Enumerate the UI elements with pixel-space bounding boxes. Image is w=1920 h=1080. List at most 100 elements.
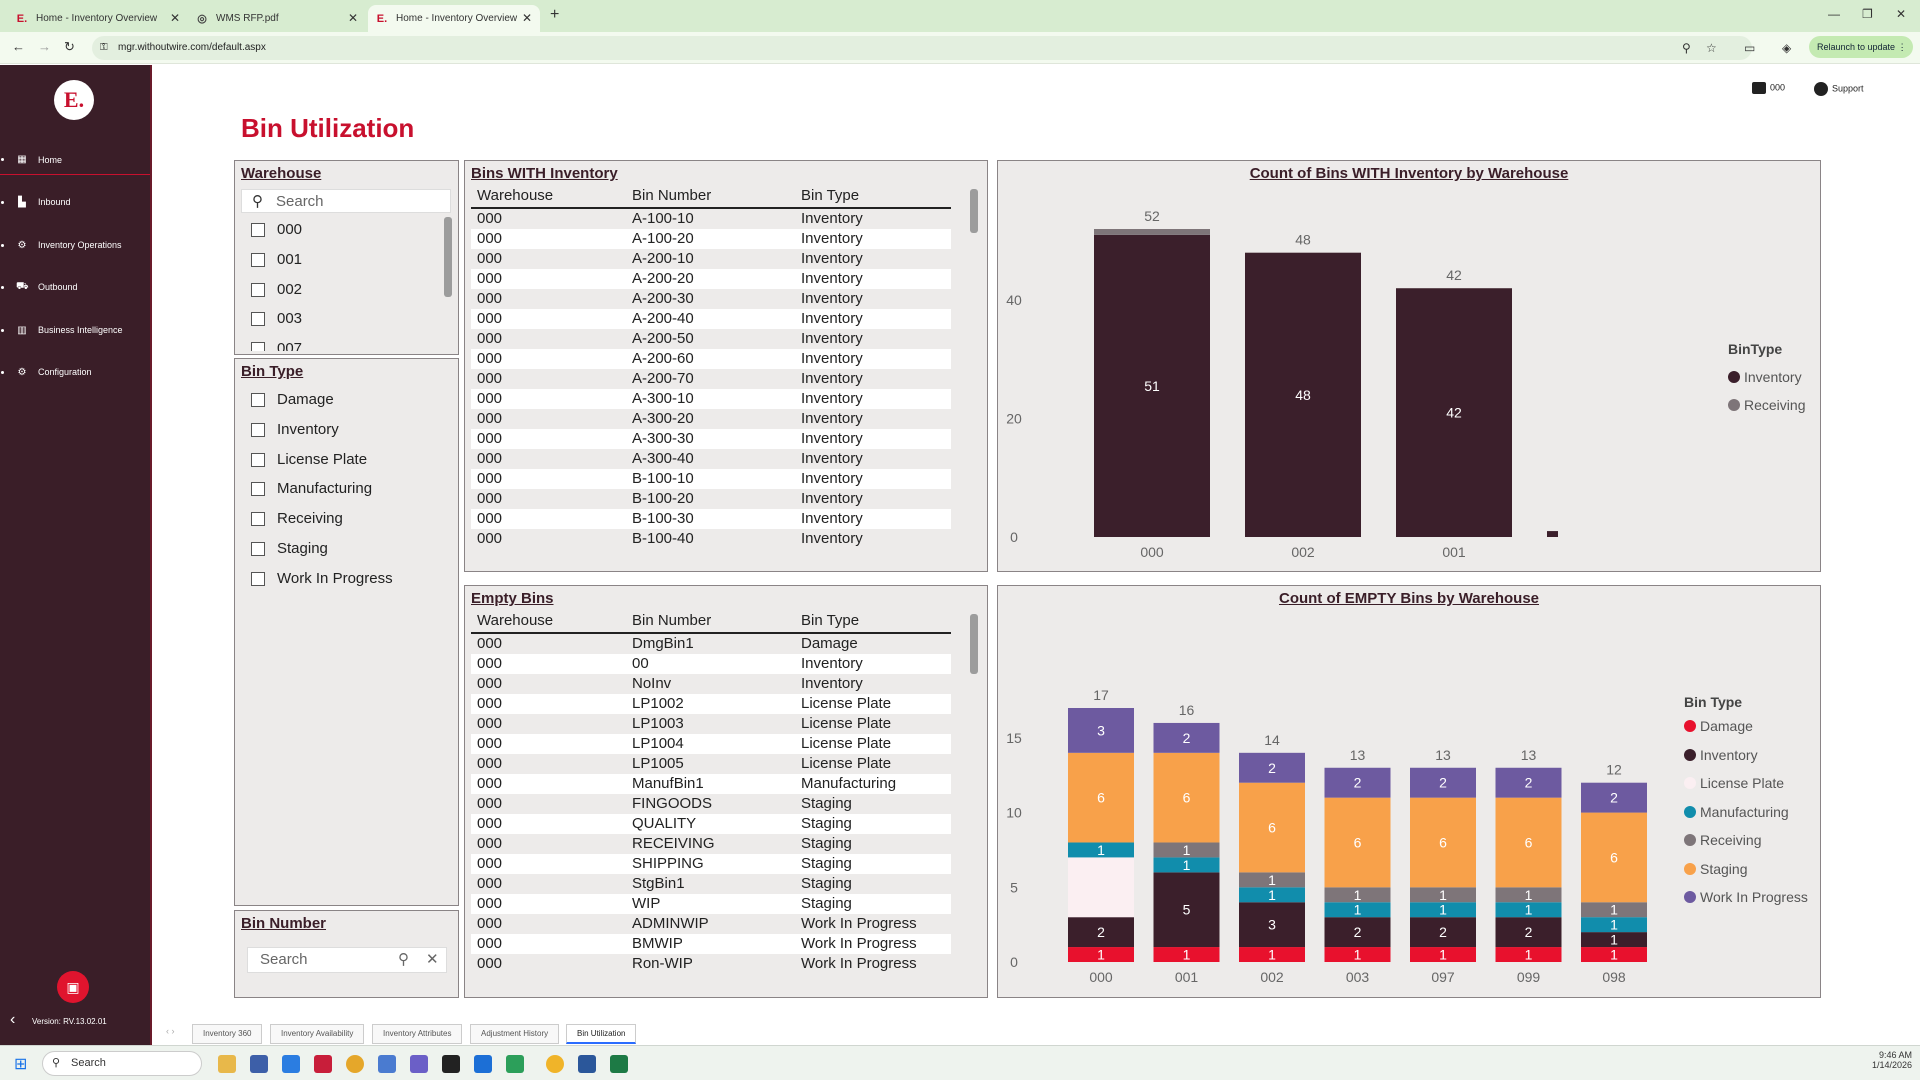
system-clock[interactable]: 9:46 AM 1/14/2026 (1862, 1050, 1912, 1070)
warehouse-search-input[interactable]: ⚲ Search (241, 189, 451, 213)
column-header-bin-number[interactable]: Bin Number (632, 612, 712, 629)
legend-item[interactable]: License Plate (1684, 769, 1808, 798)
bar-segment[interactable] (1410, 902, 1476, 918)
tab-bin-utilization[interactable]: Bin Utilization (566, 1024, 637, 1044)
legend-item[interactable]: Receiving (1684, 826, 1808, 855)
close-icon[interactable]: ✕ (347, 11, 358, 25)
close-icon[interactable]: ✕ (521, 11, 532, 25)
bar-segment[interactable] (1153, 842, 1220, 858)
table-row[interactable]: 000 ManufBin1 Manufacturing (471, 774, 951, 794)
column-header-warehouse[interactable]: Warehouse (477, 612, 554, 629)
bin-type-option[interactable]: Work In Progress (251, 570, 393, 587)
table-row[interactable]: 000 B-100-20 Inventory (471, 489, 951, 509)
teams-icon[interactable] (410, 1055, 428, 1073)
app-icon[interactable] (282, 1055, 300, 1073)
legend-item[interactable]: Manufacturing (1684, 798, 1808, 827)
table-row[interactable]: 000 LP1003 License Plate (471, 714, 951, 734)
table-row[interactable]: 000 QUALITY Staging (471, 814, 951, 834)
bin-type-option[interactable]: Staging (251, 540, 328, 557)
bar-segment[interactable] (1153, 722, 1220, 753)
bar-segment[interactable] (1410, 887, 1476, 903)
sidebar-item-configuration[interactable]: ⚙ Configuration (0, 357, 150, 387)
warehouse-option[interactable]: 007 (251, 340, 302, 351)
app-icon[interactable] (250, 1055, 268, 1073)
checkbox[interactable] (251, 571, 265, 586)
table-row[interactable]: 000 A-300-30 Inventory (471, 429, 951, 449)
sidebar-item-inbound[interactable]: ▙ Inbound (0, 187, 150, 217)
bin-type-option[interactable]: Inventory (251, 421, 339, 438)
bar-segment[interactable] (1581, 812, 1647, 903)
checkbox[interactable] (251, 511, 265, 526)
bar-segment[interactable] (1324, 767, 1391, 798)
checkbox[interactable] (251, 252, 265, 267)
bar-segment[interactable] (1547, 531, 1558, 537)
tab-scroll-icon[interactable]: ‹ › (166, 1026, 175, 1036)
table-row[interactable]: 000 SHIPPING Staging (471, 854, 951, 874)
chrome-icon[interactable] (546, 1055, 564, 1073)
table-row[interactable]: 000 A-200-30 Inventory (471, 289, 951, 309)
table-row[interactable]: 000 RECEIVING Staging (471, 834, 951, 854)
bar-segment[interactable] (1324, 797, 1391, 888)
app-icon[interactable] (442, 1055, 460, 1073)
site-info-icon[interactable]: ⚿ (100, 42, 108, 53)
browser-tab-1[interactable]: E. Home - Inventory Overview ✕ (8, 5, 188, 32)
table-row[interactable]: 000 LP1005 License Plate (471, 754, 951, 774)
relaunch-button[interactable]: Relaunch to update ⋮ (1809, 36, 1913, 58)
forward-icon[interactable]: → (38, 39, 51, 54)
cast-icon[interactable]: ▭ (1744, 41, 1756, 55)
bar-segment[interactable] (1068, 708, 1134, 753)
table-row[interactable]: 000 BMWIP Work In Progress (471, 934, 951, 954)
sidebar-item-inventory-operations[interactable]: ⚙ Inventory Operations (0, 230, 150, 260)
bar-segment[interactable] (1094, 234, 1210, 537)
table-row[interactable]: 000 WIP Staging (471, 894, 951, 914)
bar-segment[interactable] (1324, 917, 1391, 948)
bar-segment[interactable] (1245, 252, 1361, 537)
table-row[interactable]: 000 00 Inventory (471, 654, 951, 674)
checkbox[interactable] (251, 341, 265, 351)
table-row[interactable]: 000 ADMINWIP Work In Progress (471, 914, 951, 934)
table-row[interactable]: 000 A-100-20 Inventory (471, 229, 951, 249)
scrollbar[interactable] (444, 217, 452, 297)
chrome-icon[interactable] (346, 1055, 364, 1073)
close-window-icon[interactable]: ✕ (1896, 7, 1907, 21)
column-header-bin-number[interactable]: Bin Number (632, 187, 712, 204)
sidebar-item-business-intelligence[interactable]: ▥ Business Intelligence (0, 315, 150, 345)
bar-segment[interactable] (1495, 887, 1562, 903)
table-row[interactable]: 000 A-200-60 Inventory (471, 349, 951, 369)
bar-segment[interactable] (1581, 917, 1647, 933)
legend-item[interactable]: Inventory (1728, 363, 1805, 391)
table-row[interactable]: 000 Ron-WIP Work In Progress (471, 954, 951, 974)
zoom-icon[interactable]: ⚲ (1682, 41, 1691, 55)
checkbox[interactable] (251, 282, 265, 297)
bar-segment[interactable] (1581, 902, 1647, 918)
table-row[interactable]: 000 B-100-40 Inventory (471, 529, 951, 549)
bar-segment[interactable] (1324, 947, 1391, 962)
table-row[interactable]: 000 LP1002 License Plate (471, 694, 951, 714)
table-row[interactable]: 000 A-200-70 Inventory (471, 369, 951, 389)
app-icon[interactable] (314, 1055, 332, 1073)
file-explorer-icon[interactable] (218, 1055, 236, 1073)
legend-item[interactable]: Staging (1684, 855, 1808, 884)
table-row[interactable]: 000 B-100-30 Inventory (471, 509, 951, 529)
legend-item[interactable]: Inventory (1684, 741, 1808, 770)
bar-segment[interactable] (1239, 902, 1305, 948)
sidebar-item-home[interactable]: ▦ Home (0, 145, 150, 175)
table-row[interactable]: 000 A-100-10 Inventory (471, 209, 951, 229)
bar-segment[interactable] (1581, 782, 1647, 813)
word-icon[interactable] (578, 1055, 596, 1073)
table-row[interactable]: 000 A-300-20 Inventory (471, 409, 951, 429)
search-icon[interactable]: ⚲ (398, 951, 409, 968)
outlook-icon[interactable] (474, 1055, 492, 1073)
checkbox[interactable] (251, 452, 265, 467)
collapse-sidebar-icon[interactable]: ‹ (10, 1011, 16, 1028)
excel-icon[interactable] (610, 1055, 628, 1073)
table-row[interactable]: 000 A-300-40 Inventory (471, 449, 951, 469)
bar-segment[interactable] (1239, 887, 1305, 903)
table-row[interactable]: 000 A-300-10 Inventory (471, 389, 951, 409)
bar-segment[interactable] (1068, 842, 1134, 858)
bar-segment[interactable] (1068, 857, 1134, 918)
legend-item[interactable]: Damage (1684, 712, 1808, 741)
scrollbar[interactable] (970, 189, 978, 233)
new-tab-button[interactable]: + (550, 6, 560, 23)
taskbar-search[interactable]: ⚲ Search (42, 1051, 202, 1076)
